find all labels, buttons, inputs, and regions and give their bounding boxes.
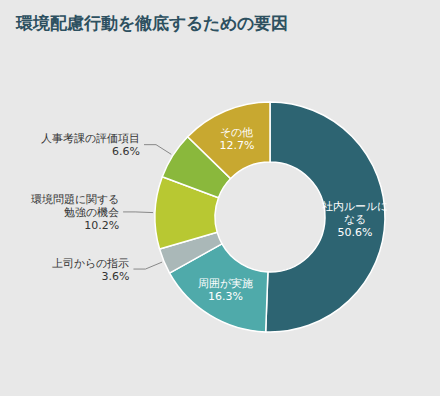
svg-text:周囲が実施16.3%: 周囲が実施16.3% xyxy=(198,276,253,302)
svg-text:その他12.7%: その他12.7% xyxy=(220,126,255,152)
html-text:環境配慮行動を徹底するための要因: 環境配慮行動を徹底するための要因 xyxy=(16,13,288,33)
svg-text:人事考課の評価項目6.6%: 人事考課の評価項目6.6% xyxy=(41,132,140,158)
svg-text:環境問題に関する勉強の機会10.2%: 環境問題に関する勉強の機会10.2% xyxy=(31,192,119,231)
svg-text:社内ルールになる50.6%: 社内ルールになる50.6% xyxy=(322,199,388,238)
svg-text:上司からの指示3.6%: 上司からの指示3.6% xyxy=(52,256,129,282)
